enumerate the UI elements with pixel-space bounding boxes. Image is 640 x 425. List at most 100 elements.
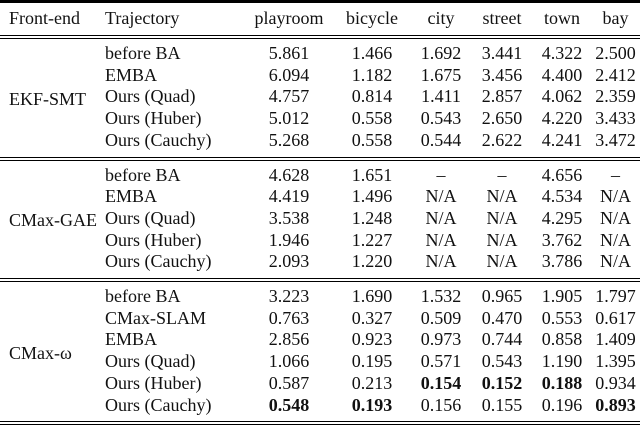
group-cmax-gae: CMax-GAE before BA 4.628 1.651 – – 4.656 – EMBA 4… bbox=[0, 158, 640, 281]
value-cell: 1.220 bbox=[351, 251, 393, 272]
value-cell: 2.856 bbox=[268, 329, 310, 350]
value-cell: 4.295 bbox=[541, 207, 583, 228]
value-cell: 0.543 bbox=[481, 351, 523, 372]
value-cell: 1.248 bbox=[351, 207, 393, 228]
table-row: Ours (Huber) 5.012 0.558 0.543 2.650 4.220 3.4… bbox=[0, 108, 640, 130]
value-cell: 3.472 bbox=[595, 129, 636, 150]
value-cell: 4.628 bbox=[268, 164, 310, 185]
value-cell: 0.973 bbox=[420, 329, 462, 350]
value-cell: 2.622 bbox=[481, 129, 523, 150]
trajectory-label: Ours (Huber) bbox=[105, 229, 202, 250]
value-cell: 3.433 bbox=[595, 108, 636, 129]
value-cell: N/A bbox=[600, 251, 631, 272]
value-cell: 1.651 bbox=[351, 164, 393, 185]
value-cell: 5.861 bbox=[268, 43, 310, 63]
value-cell: 0.814 bbox=[351, 86, 393, 107]
value-cell: 1.496 bbox=[351, 186, 393, 207]
trajectory-label: Ours (Huber) bbox=[105, 108, 202, 129]
value-cell: 1.675 bbox=[420, 64, 462, 85]
table-row: CMax-GAE before BA 4.628 1.651 – – 4.656 – bbox=[0, 159, 640, 231]
trajectory-label: CMax-SLAM bbox=[105, 307, 207, 328]
frontend-label: CMax-ω bbox=[9, 342, 72, 363]
trajectory-label: before BA bbox=[105, 164, 181, 185]
value-cell: 2.857 bbox=[481, 86, 523, 107]
value-cell: 2.359 bbox=[595, 86, 636, 107]
value-cell: 0.617 bbox=[595, 307, 636, 328]
value-cell: 0.548 bbox=[268, 394, 310, 415]
value-cell: 0.193 bbox=[351, 394, 393, 415]
trajectory-label: before BA bbox=[105, 286, 181, 307]
value-cell: N/A bbox=[425, 251, 457, 272]
group-cmax-omega: CMax-ω before BA 3.223 1.690 1.532 0.965 1.905… bbox=[0, 280, 640, 423]
header-row: Front-end Trajectory playroom bicycle ci… bbox=[0, 2, 640, 37]
value-cell: 1.182 bbox=[351, 64, 393, 85]
value-cell: N/A bbox=[486, 251, 518, 272]
value-cell: 4.062 bbox=[541, 86, 583, 107]
value-cell: 0.858 bbox=[541, 329, 583, 350]
trajectory-label: Ours (Cauchy) bbox=[105, 251, 212, 272]
value-cell: 0.154 bbox=[420, 372, 462, 393]
table-header: Front-end Trajectory playroom bicycle ci… bbox=[0, 2, 640, 37]
header-city: city bbox=[427, 8, 455, 28]
value-cell: 5.268 bbox=[268, 129, 310, 150]
value-cell: 3.223 bbox=[268, 286, 310, 307]
value-cell: 1.411 bbox=[421, 86, 461, 107]
header-bicycle: bicycle bbox=[346, 8, 398, 28]
value-cell: 1.190 bbox=[541, 351, 583, 372]
value-cell: 0.152 bbox=[481, 372, 523, 393]
value-cell: 0.587 bbox=[268, 372, 310, 393]
value-cell: 0.543 bbox=[420, 108, 462, 129]
value-cell: 5.012 bbox=[268, 108, 310, 129]
value-cell: 1.466 bbox=[351, 43, 393, 63]
table-row: EMBA 4.419 1.496 N/A N/A 4.534 N/A bbox=[0, 186, 640, 208]
value-cell: N/A bbox=[486, 229, 518, 250]
table-row: CMax-SLAM 0.763 0.327 0.509 0.470 0.553 0.617 bbox=[0, 308, 640, 330]
value-cell: 3.441 bbox=[481, 43, 523, 63]
value-cell: 0.553 bbox=[541, 307, 583, 328]
value-cell: 0.155 bbox=[481, 394, 523, 415]
value-cell: – bbox=[436, 164, 446, 185]
header-bay: bay bbox=[602, 8, 629, 28]
value-cell: 4.656 bbox=[541, 164, 583, 185]
value-cell: 0.744 bbox=[481, 329, 523, 350]
value-cell: 0.156 bbox=[420, 394, 462, 415]
header-street: street bbox=[482, 8, 522, 28]
header-trajectory: Trajectory bbox=[105, 8, 180, 28]
table-row: EMBA 2.856 0.923 0.973 0.744 0.858 1.409 bbox=[0, 329, 640, 351]
header-frontend: Front-end bbox=[9, 8, 80, 28]
value-cell: 4.757 bbox=[268, 86, 310, 107]
table-row: Ours (Quad) 3.538 1.248 N/A N/A 4.295 N/A bbox=[0, 208, 640, 230]
trajectory-label: Ours (Huber) bbox=[105, 372, 202, 393]
value-cell: 0.558 bbox=[351, 108, 393, 129]
value-cell: 0.509 bbox=[420, 307, 462, 328]
value-cell: 2.093 bbox=[268, 251, 310, 272]
value-cell: 3.456 bbox=[481, 64, 523, 85]
value-cell: 1.395 bbox=[595, 351, 636, 372]
trajectory-label: Ours (Quad) bbox=[105, 351, 196, 372]
value-cell: 4.241 bbox=[541, 129, 583, 150]
value-cell: N/A bbox=[600, 207, 631, 228]
table-row: Ours (Cauchy) 2.093 1.220 N/A N/A 3.786 N/A bbox=[0, 251, 640, 280]
value-cell: 0.470 bbox=[481, 307, 523, 328]
value-cell: 1.905 bbox=[541, 286, 583, 307]
trajectory-label: Ours (Cauchy) bbox=[105, 129, 212, 150]
value-cell: – bbox=[497, 164, 507, 185]
value-cell: 2.412 bbox=[595, 64, 636, 85]
table-row: EKF-SMT before BA 5.861 1.466 1.692 3.441 4.32… bbox=[0, 37, 640, 109]
trajectory-label: Ours (Quad) bbox=[105, 86, 196, 107]
value-cell: 4.322 bbox=[541, 43, 583, 63]
trajectory-label: EMBA bbox=[105, 329, 158, 350]
table-row: Ours (Quad) 1.066 0.195 0.571 0.543 1.190 1.39… bbox=[0, 351, 640, 373]
value-cell: 0.965 bbox=[481, 286, 523, 307]
value-cell: 0.213 bbox=[351, 372, 393, 393]
value-cell: 1.066 bbox=[268, 351, 310, 372]
group-ekf-smt: EKF-SMT before BA 5.861 1.466 1.692 3.441 4.32… bbox=[0, 37, 640, 159]
value-cell: 0.571 bbox=[420, 351, 462, 372]
value-cell: 1.797 bbox=[595, 286, 636, 307]
table-row: Ours (Huber) 0.587 0.213 0.154 0.152 0.188 0.9… bbox=[0, 373, 640, 395]
value-cell: N/A bbox=[600, 229, 631, 250]
table-row: CMax-ω before BA 3.223 1.690 1.532 0.965 1.905… bbox=[0, 280, 640, 363]
value-cell: 0.544 bbox=[420, 129, 462, 150]
table-row: Ours (Quad) 4.757 0.814 1.411 2.857 4.062 2.35… bbox=[0, 86, 640, 108]
value-cell: 1.690 bbox=[351, 286, 393, 307]
